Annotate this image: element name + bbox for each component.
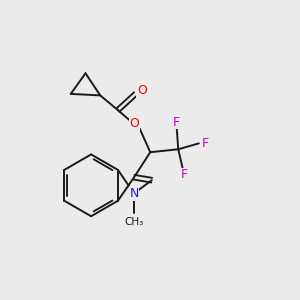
Text: F: F	[173, 116, 180, 129]
Text: O: O	[130, 117, 140, 130]
Text: O: O	[137, 85, 147, 98]
Text: F: F	[181, 168, 188, 182]
Text: F: F	[202, 137, 209, 150]
Text: N: N	[129, 187, 139, 200]
Text: CH₃: CH₃	[124, 217, 144, 227]
